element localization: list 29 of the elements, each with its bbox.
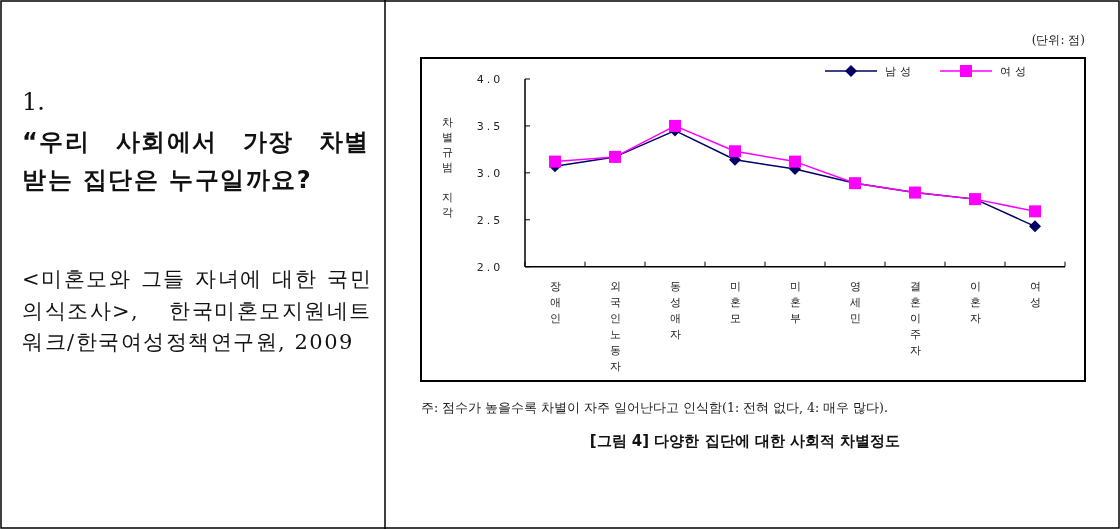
- x-tick-label: 미혼부: [789, 280, 801, 325]
- y-tick-label: 3.0: [476, 166, 504, 180]
- x-tick-label: 외국인노동자: [609, 280, 621, 373]
- x-tick-label: 미혼모: [729, 280, 741, 325]
- y-tick-label: 4.0: [476, 73, 504, 86]
- text: 차별규범 지각: [441, 116, 453, 219]
- text: 1.: [22, 88, 45, 116]
- x-tick-label: 여성: [1029, 280, 1041, 309]
- x-tick-label: 동성애자: [669, 280, 681, 341]
- x-tick-label: 결혼이주자: [909, 280, 921, 357]
- text: “우리 사회에서 가장 차별 받는 집단은 누구일까요?: [22, 127, 370, 196]
- y-tick-label: 2.5: [476, 213, 504, 227]
- text: [그림 4] 다양한 집단에 대한 사회적 차별정도: [589, 432, 901, 450]
- point: [789, 155, 801, 168]
- x-tick-label: 영세민: [849, 280, 861, 325]
- point: [729, 145, 741, 158]
- point: [1029, 205, 1041, 218]
- text: 주: 점수가 높을수록 차별이 자주 일어난다고 인식함(1: 전혀 없다, 4: 매우 많다).: [421, 400, 888, 415]
- x-tick-label: 이혼자: [969, 280, 981, 325]
- text: <미혼모와 그들 자녀에 대한 국민의식조사>, 한국미혼모지원네트워크/한국여성정책연구원, 2009: [22, 266, 372, 356]
- point: [549, 155, 561, 168]
- x-tick-label: 장애인: [549, 280, 561, 325]
- legend-label: 남성: [885, 65, 915, 78]
- text: (단위: 점): [1031, 33, 1085, 47]
- y-tick-label: 2.0: [476, 260, 504, 274]
- legend-label: 여성: [1000, 65, 1030, 78]
- point: [1029, 220, 1041, 233]
- y-tick-label: 3.5: [476, 119, 504, 133]
- point: [669, 119, 681, 132]
